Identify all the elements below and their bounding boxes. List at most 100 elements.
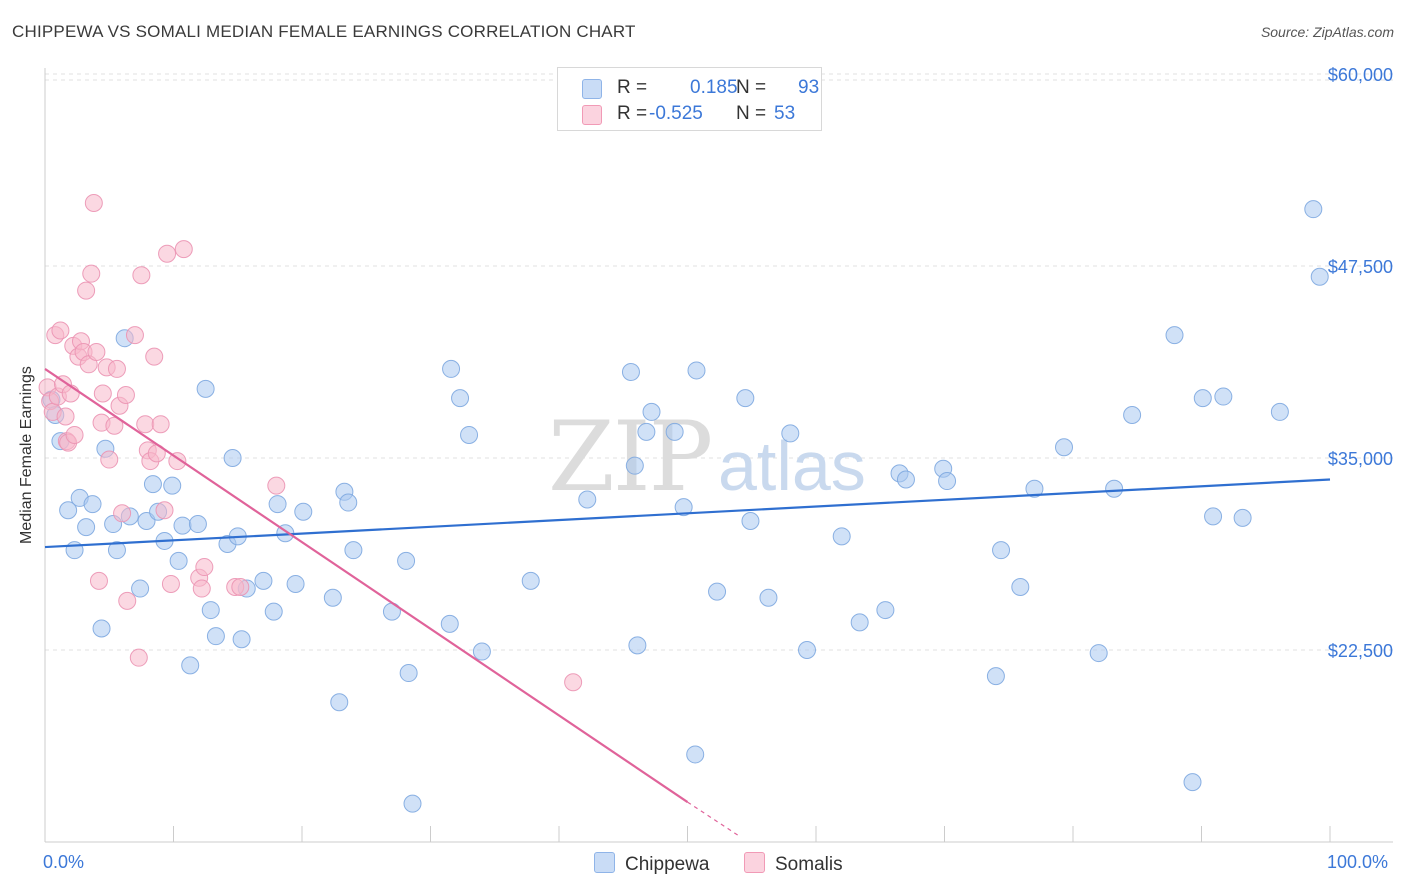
somalis-point — [174, 240, 193, 259]
chippewa-point — [674, 498, 693, 517]
chippewa-point — [1310, 267, 1329, 286]
chippewa-point — [625, 456, 644, 475]
chippewa-point — [642, 402, 661, 421]
chippewa-point — [1089, 644, 1108, 663]
n-label: N = — [736, 77, 767, 98]
chippewa-point — [986, 667, 1005, 686]
chippewa-point — [232, 630, 251, 649]
somalis-point — [145, 347, 164, 366]
chippewa-point — [254, 571, 273, 590]
chippewa-point — [173, 516, 192, 535]
somalis-swatch — [582, 105, 602, 125]
somalis-point — [84, 194, 103, 213]
somalis-point — [231, 578, 250, 597]
chippewa-point — [131, 579, 150, 598]
somalis-trend-extension — [687, 801, 740, 837]
legend-item-somalis: Somalis — [744, 852, 843, 876]
chippewa-point — [759, 588, 778, 607]
chippewa-point — [59, 501, 78, 520]
chippewa-point — [181, 656, 200, 675]
chippewa-point — [686, 745, 705, 764]
chippewa-point — [83, 495, 102, 514]
chippewa-point — [798, 641, 817, 659]
gridlines — [45, 73, 1393, 651]
somalis-point — [132, 266, 151, 285]
somalis-point — [564, 673, 583, 692]
somalis-point — [151, 415, 170, 434]
n-value: 93 — [798, 77, 820, 98]
somalis-point — [136, 415, 155, 434]
chippewa-point — [397, 551, 416, 570]
r-label: R = — [617, 77, 648, 98]
somalis-points — [38, 194, 583, 692]
chippewa-point — [1304, 200, 1323, 219]
chippewa-point — [850, 613, 869, 632]
chippewa-point — [1270, 402, 1289, 421]
somalis-point — [161, 574, 180, 593]
chippewa-point — [736, 389, 755, 408]
somalis-point — [113, 504, 132, 523]
y-tick-label: $60,000 — [1328, 65, 1393, 85]
somalis-point — [192, 579, 211, 598]
chippewa-points — [42, 200, 1329, 813]
chippewa-point — [1165, 326, 1184, 345]
chippewa-point — [440, 614, 459, 633]
chippewa-point — [741, 511, 760, 530]
chippewa-point — [1055, 438, 1074, 457]
chippewa-point — [578, 490, 597, 509]
y-axis-label: Median Female Earnings — [18, 366, 35, 544]
somalis-trend-line — [44, 367, 689, 803]
chart-title: CHIPPEWA VS SOMALI MEDIAN FEMALE EARNING… — [12, 22, 636, 41]
y-tick-label: $47,500 — [1328, 257, 1393, 277]
chippewa-point — [107, 541, 126, 560]
y-tick-labels: $22,500 $35,000 $47,500 $60,000 — [1328, 65, 1393, 661]
chippewa-point — [143, 475, 162, 494]
somalis-point — [93, 384, 112, 403]
chippewa-point — [323, 588, 342, 607]
chippewa-point — [264, 602, 283, 621]
somalis-point — [105, 416, 124, 435]
chippewa-point — [1233, 508, 1252, 527]
chippewa-point — [169, 551, 188, 570]
chippewa-point — [268, 495, 287, 514]
chippewa-point — [472, 642, 491, 661]
somalis-point — [267, 476, 286, 495]
chippewa-point — [223, 449, 242, 467]
source-label: Source: ZipAtlas.com — [1260, 24, 1394, 40]
chippewa-point — [1183, 773, 1202, 792]
chippewa-point — [832, 527, 851, 546]
chippewa-point — [339, 493, 358, 512]
r-label: R = — [617, 103, 648, 124]
somalis-label: Somalis — [775, 854, 843, 875]
somalis-point — [116, 386, 135, 405]
chippewa-point — [460, 425, 479, 444]
x-tick-label-min: 0.0% — [43, 852, 85, 872]
somalis-point — [82, 264, 101, 283]
trend-lines — [44, 367, 1331, 837]
chippewa-point — [621, 362, 640, 381]
somalis-point — [125, 326, 144, 345]
chippewa-point — [1025, 479, 1044, 498]
chippewa-label: Chippewa — [625, 854, 710, 875]
chippewa-point — [330, 693, 349, 712]
somalis-point — [65, 425, 84, 444]
somalis-point — [51, 321, 70, 340]
chippewa-point — [201, 601, 220, 620]
chippewa-point — [1204, 507, 1223, 526]
chippewa-point — [521, 571, 540, 590]
y-tick-label: $22,500 — [1328, 641, 1393, 661]
y-tick-label: $35,000 — [1328, 449, 1393, 469]
r-value: 0.185 — [690, 77, 738, 98]
chippewa-swatch — [582, 79, 602, 99]
somalis-point — [100, 450, 119, 469]
somalis-point — [107, 359, 126, 378]
chippewa-point — [1123, 405, 1142, 424]
chippewa-trend-line — [44, 478, 1331, 549]
chippewa-point — [344, 541, 363, 560]
somalis-point — [155, 501, 174, 520]
somalis-point — [168, 452, 187, 471]
somalis-point — [56, 407, 75, 426]
chippewa-point — [294, 502, 313, 521]
x-tick-label-max: 100.0% — [1327, 852, 1389, 872]
